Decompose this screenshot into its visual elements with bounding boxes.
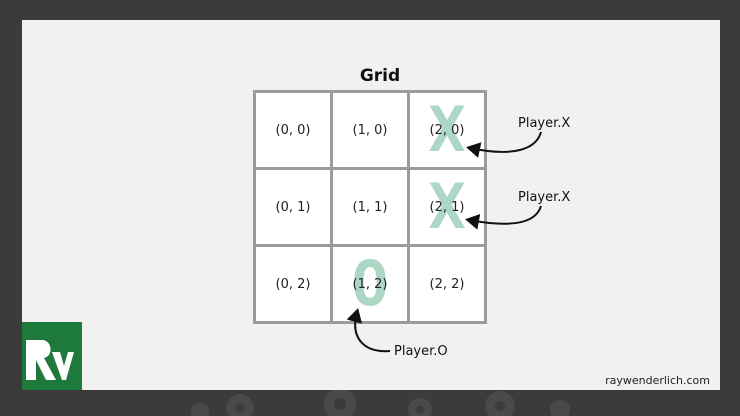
player-x-mark: X (428, 170, 466, 243)
grid-cell-0-2: (0, 2) (256, 247, 330, 321)
player-x-mark: X (428, 93, 466, 166)
label-player-x-mid: Player.X (518, 190, 571, 205)
cell-coordinate: (0, 0) (275, 122, 311, 138)
arrow-player-o (346, 308, 391, 353)
grid-cell-0-1: (0, 1) (256, 170, 330, 244)
cell-coordinate: (2, 0) (429, 122, 465, 138)
cell-coordinate: (1, 1) (352, 199, 388, 215)
raywenderlich-logo (22, 322, 82, 390)
grid-cell-2-2: (2, 2) (410, 247, 484, 321)
arrow-player-x-mid (465, 205, 542, 230)
slide-canvas: Grid (0, 0) (1, 0) X (2, 0) (0, 1) (1, 1… (22, 20, 720, 390)
grid-cell-0-0: (0, 0) (256, 93, 330, 167)
cell-coordinate: (0, 2) (275, 276, 311, 292)
label-player-o: Player.O (394, 344, 448, 359)
grid-cell-1-0: (1, 0) (333, 93, 407, 167)
grid: (0, 0) (1, 0) X (2, 0) (0, 1) (1, 1) X (… (253, 90, 487, 324)
grid-title: Grid (359, 66, 401, 86)
arrow-player-x-top (466, 131, 542, 158)
player-o-mark: O (351, 247, 389, 320)
grid-cell-2-1: X (2, 1) (410, 170, 484, 244)
footer-credit: raywenderlich.com (605, 374, 710, 387)
cell-coordinate: (1, 2) (352, 276, 388, 292)
cell-coordinate: (0, 1) (275, 199, 311, 215)
annotation-arrows (346, 131, 542, 353)
grid-cell-1-1: (1, 1) (333, 170, 407, 244)
cell-coordinate: (2, 1) (429, 199, 465, 215)
label-player-x-top: Player.X (518, 116, 571, 131)
cell-coordinate: (1, 0) (352, 122, 388, 138)
grid-cell-1-2: O (1, 2) (333, 247, 407, 321)
cell-coordinate: (2, 2) (429, 276, 465, 292)
